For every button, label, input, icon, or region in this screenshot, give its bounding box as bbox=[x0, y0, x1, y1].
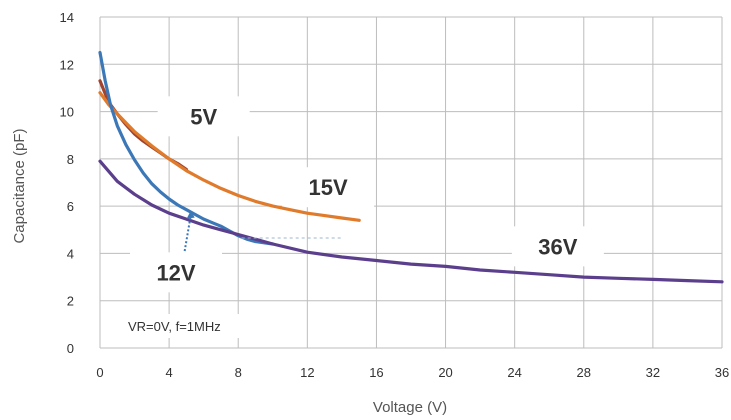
y-tick-label: 0 bbox=[67, 341, 74, 356]
y-tick-label: 6 bbox=[67, 199, 74, 214]
series-label-box bbox=[282, 167, 375, 208]
x-tick-label: 12 bbox=[300, 365, 314, 380]
series-label-12v: 12V bbox=[156, 260, 195, 285]
series-label-box bbox=[157, 96, 250, 137]
series-lines bbox=[98, 50, 724, 284]
y-tick-label: 2 bbox=[67, 294, 74, 309]
series-line-36v bbox=[98, 159, 724, 284]
y-tick-label: 12 bbox=[60, 57, 74, 72]
grid-lines bbox=[99, 16, 723, 349]
y-tick-label: 8 bbox=[67, 152, 74, 167]
series-line-15v bbox=[98, 91, 361, 222]
x-tick-label: 36 bbox=[715, 365, 729, 380]
x-tick-label: 16 bbox=[369, 365, 383, 380]
test-conditions-annotation: VR=0V, f=1MHz bbox=[128, 319, 221, 334]
x-tick-label: 8 bbox=[235, 365, 242, 380]
x-tick-label: 28 bbox=[577, 365, 591, 380]
y-tick-labels: 0 2 4 6 8 10 12 14 bbox=[60, 10, 74, 356]
x-tick-label: 20 bbox=[438, 365, 452, 380]
series-label-backgrounds bbox=[120, 96, 604, 338]
x-tick-label: 0 bbox=[96, 365, 103, 380]
arrow-head bbox=[186, 210, 195, 219]
annotation-arrow bbox=[183, 210, 342, 252]
series-labels: 5V 15V 12V 36V bbox=[156, 104, 577, 285]
series-label-36v: 36V bbox=[538, 234, 577, 259]
x-tick-label: 24 bbox=[507, 365, 521, 380]
x-tick-label: 4 bbox=[165, 365, 172, 380]
series-label-box bbox=[130, 252, 223, 293]
x-axis-label: Voltage (V) bbox=[373, 399, 447, 416]
y-tick-label: 14 bbox=[60, 10, 74, 25]
x-tick-label: 32 bbox=[646, 365, 660, 380]
y-tick-label: 10 bbox=[60, 105, 74, 120]
x-tick-labels: 0 4 8 12 16 20 24 28 32 36 bbox=[96, 365, 729, 380]
y-tick-label: 4 bbox=[67, 246, 74, 261]
series-label-5v: 5V bbox=[190, 104, 217, 129]
series-label-box bbox=[511, 226, 604, 267]
series-line-12v bbox=[98, 50, 275, 246]
series-label-15v: 15V bbox=[308, 175, 347, 200]
y-axis-label: Capacitance (pF) bbox=[11, 128, 28, 243]
arrow-shaft bbox=[183, 215, 192, 252]
annotation-box bbox=[120, 314, 272, 338]
